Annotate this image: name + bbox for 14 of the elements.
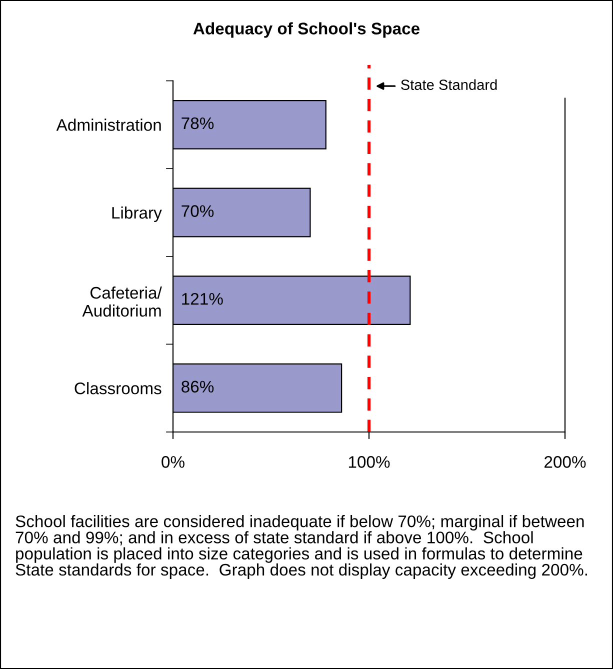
y-tick-label: Cafeteria/ Auditorium (82, 286, 162, 317)
ref-line-label: State Standard (401, 79, 497, 90)
x-tick-label: 200% (544, 456, 586, 468)
text: School facilities are considered inadequate if below 70%; marginal if between 70% and 99%; and in excess of state standard if above 100%. School population is placed into size categories and is used in formulas to determine State standards for space. Graph does not display capacity exceeding 200%. (16, 515, 587, 579)
data-label: 70% (182, 205, 214, 217)
data-label: 86% (182, 380, 214, 393)
y-tick-label: Classrooms (74, 382, 162, 394)
chart-title: Adequacy of School's Space (193, 22, 420, 38)
data-label: 78% (182, 117, 214, 130)
x-tick-label: 0% (162, 456, 184, 468)
y-tick-label: Library (112, 206, 162, 222)
data-label: 121% (182, 292, 223, 305)
x-tick-label: 100% (348, 456, 390, 468)
y-tick-label: Administration (56, 118, 161, 131)
